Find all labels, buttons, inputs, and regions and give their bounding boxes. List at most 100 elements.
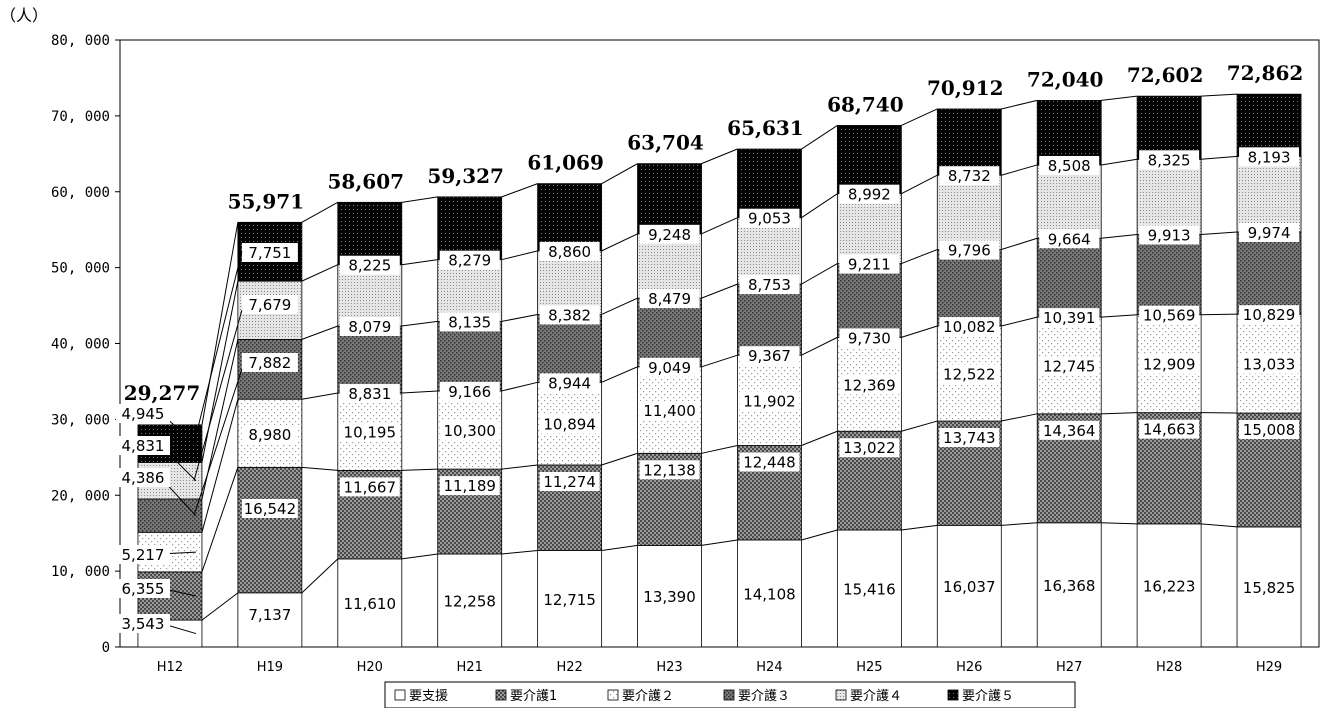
segment-label: 14,663 xyxy=(1143,421,1196,439)
segment-label: 9,367 xyxy=(748,347,791,365)
label-background xyxy=(116,614,170,633)
legend-swatch xyxy=(947,689,959,701)
segment-label: 11,667 xyxy=(344,478,397,496)
connector-line xyxy=(501,381,538,392)
label-background xyxy=(739,391,800,411)
segment-label: 14,108 xyxy=(743,585,796,603)
connector-line xyxy=(901,174,938,195)
segment-label: 9,211 xyxy=(848,256,891,274)
segment-label: 11,400 xyxy=(643,402,696,420)
x-tick-label: H26 xyxy=(956,660,982,675)
bar-segment xyxy=(1236,231,1302,315)
segment-label: 9,974 xyxy=(1248,224,1291,242)
label-background xyxy=(116,404,170,423)
label-background xyxy=(241,353,298,372)
plot-area-frame xyxy=(119,39,1320,648)
segment-label: 4,386 xyxy=(122,469,165,487)
label-background xyxy=(241,243,298,262)
segment-label: 8,992 xyxy=(848,186,891,204)
series-connector-lines xyxy=(201,93,1238,621)
segment-label: 11,274 xyxy=(543,473,596,491)
bar-segment xyxy=(337,201,403,266)
segment-data-labels: 3,543 7,137 11,610 12,258 12,715 13,390 14,108… xyxy=(116,147,1300,635)
y-unit-label: （人） xyxy=(0,6,48,25)
segment-label: 8,382 xyxy=(548,306,591,324)
legend-swatch xyxy=(723,689,735,701)
connector-line xyxy=(401,196,438,203)
connector-line xyxy=(901,325,938,338)
total-label: 72,602 xyxy=(1127,63,1204,87)
label-background xyxy=(939,364,1000,384)
bar-segment xyxy=(936,249,1002,327)
y-tick-label: 10, 000 xyxy=(51,564,110,580)
label-background xyxy=(739,346,800,366)
connector-line xyxy=(801,263,838,285)
segment-label: 15,825 xyxy=(1243,579,1296,597)
segment-label: 9,730 xyxy=(848,329,891,347)
label-background xyxy=(241,425,298,444)
segment-label: 12,448 xyxy=(743,454,796,472)
bar-segment xyxy=(737,217,802,285)
label-background xyxy=(339,317,400,337)
connector-line xyxy=(1001,164,1038,176)
total-label: 61,069 xyxy=(527,151,604,175)
bar-segment xyxy=(1036,99,1102,166)
legend-swatch xyxy=(835,689,847,701)
segment-label: 16,542 xyxy=(244,500,297,518)
connector-line xyxy=(201,467,239,573)
connector-line xyxy=(401,468,438,471)
label-background xyxy=(639,587,700,607)
segment-label: 12,138 xyxy=(643,461,696,479)
bar-segment xyxy=(337,325,403,394)
label-background xyxy=(1239,577,1300,597)
label-background xyxy=(639,224,700,244)
label-background xyxy=(839,438,900,458)
label-background xyxy=(939,240,1000,260)
segment-label: 8,831 xyxy=(348,385,391,403)
bar-segment xyxy=(1136,95,1202,160)
connector-line xyxy=(1201,313,1238,316)
bar-segment xyxy=(936,108,1002,176)
segment-label: 14,364 xyxy=(1043,422,1096,440)
segment-label: 9,796 xyxy=(948,242,991,260)
label-background xyxy=(439,250,500,270)
segment-label: 3,543 xyxy=(122,615,165,633)
connector-line xyxy=(401,320,438,327)
label-background xyxy=(339,384,400,404)
label-background xyxy=(116,468,170,487)
connector-line xyxy=(501,250,538,261)
segment-label: 4,945 xyxy=(122,405,165,423)
y-tick-label: 80, 000 xyxy=(51,33,110,49)
label-background xyxy=(539,414,600,434)
label-background xyxy=(639,289,700,309)
label-background xyxy=(839,254,900,274)
connector-line xyxy=(701,283,738,299)
x-tick-label: H29 xyxy=(1256,660,1282,675)
connector-line xyxy=(1001,522,1038,526)
total-label: 59,327 xyxy=(427,164,504,188)
x-axis: H12 H19 H20 H21 H22 H23 H24 H25 H26 H27 H28 H29 xyxy=(157,660,1282,675)
connector-line xyxy=(701,445,738,454)
segment-label: 8,193 xyxy=(1248,148,1291,166)
total-label: 65,631 xyxy=(727,116,804,140)
connector-line xyxy=(801,125,838,150)
segment-label: 7,679 xyxy=(248,296,291,314)
total-label: 29,277 xyxy=(124,381,201,405)
label-background xyxy=(439,591,500,611)
label-background xyxy=(1139,305,1200,325)
segment-label: 9,248 xyxy=(648,226,691,244)
segment-label: 12,522 xyxy=(943,366,996,384)
label-background xyxy=(639,401,700,421)
bar-segment xyxy=(537,250,603,315)
connector-line xyxy=(1101,314,1138,318)
label-background xyxy=(439,476,500,496)
segment-label: 9,166 xyxy=(448,383,491,401)
label-background xyxy=(439,421,500,441)
connector-line xyxy=(801,193,838,219)
segment-label: 8,135 xyxy=(448,313,491,331)
label-background xyxy=(739,275,800,295)
bar-segment xyxy=(137,498,203,533)
label-background xyxy=(839,375,900,395)
segment-label: 12,258 xyxy=(443,592,496,610)
